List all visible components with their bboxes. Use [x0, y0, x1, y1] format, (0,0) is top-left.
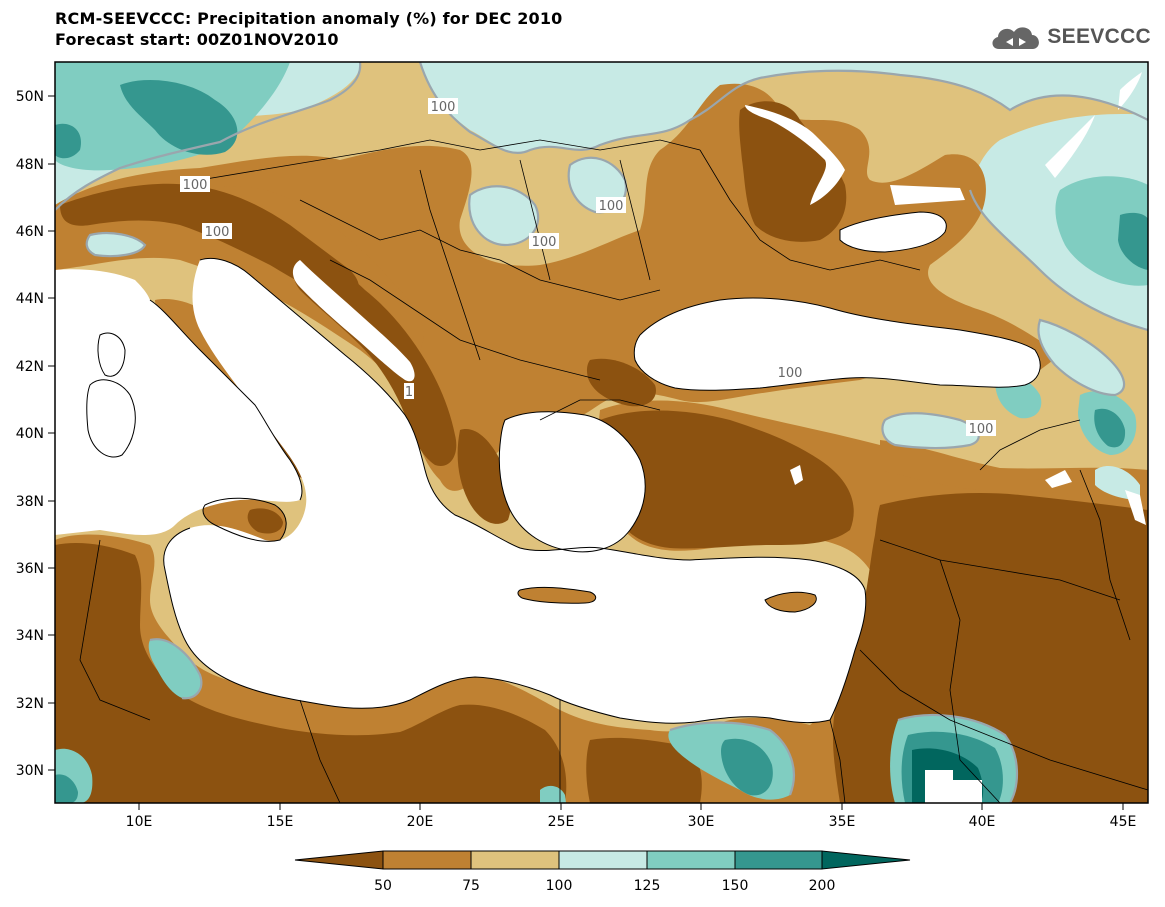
colorbar-label: 150 [722, 878, 749, 894]
field-100-125-po [86, 233, 145, 257]
field-lt50-bulgaria [586, 358, 656, 407]
crete-island [517, 587, 596, 604]
lat-tick-label: 42N [16, 359, 44, 375]
colorbar-label: 200 [809, 878, 836, 894]
no-data-sliver-c [1118, 72, 1142, 110]
field-100-125-pontic [882, 413, 979, 449]
central-eastern-mediterranean-sea [163, 258, 866, 724]
colorbar-label: 125 [634, 878, 661, 894]
lon-tick-label: 25E [548, 814, 575, 830]
lon-tick-label: 30E [688, 814, 715, 830]
lat-tick-label: 32N [16, 696, 44, 712]
lat-tick-label: 34N [16, 628, 44, 644]
cyprus-island [765, 592, 817, 612]
colorbar-segment-150-200 [734, 850, 823, 870]
field-150-200-sw [55, 774, 78, 803]
field-150-200-east [1118, 212, 1148, 270]
field-lt50-sicily [247, 508, 283, 534]
lon-tick-label: 15E [267, 814, 294, 830]
longitude-axis: 10E 15E 20E 25E 30E 35E 40E 45E [126, 803, 1137, 830]
logo-text: SEEVCCC [1047, 25, 1151, 48]
lat-tick-label: 48N [16, 157, 44, 173]
field-150-200-caucasus [1094, 408, 1126, 448]
field-125-150-libya [540, 785, 566, 803]
contour-label: 100 [431, 100, 456, 115]
map-field: 100 100 100 100 100 [55, 62, 1148, 803]
field-lt50-north-africa [55, 543, 567, 803]
field-150-200-nile [721, 738, 773, 796]
field-100-125-georgia [1038, 320, 1125, 395]
field-100-125-carpathian [469, 186, 539, 245]
azov-shore [890, 185, 965, 205]
contour-label: 100 [205, 225, 230, 240]
colorbar-label: 100 [546, 878, 573, 894]
no-data-patch-a [925, 770, 953, 803]
contour-label: 100 [183, 178, 208, 193]
field-150-200-nw [55, 123, 81, 159]
colorbar: 50 75 100 125 150 200 [294, 850, 911, 894]
lat-tick-label: 38N [16, 494, 44, 510]
field-100-125-north [420, 62, 1148, 153]
contour-label: 100 [599, 199, 624, 214]
colorbar-label: 50 [374, 878, 392, 894]
field-50-75-anatolia-east [880, 440, 1148, 503]
field-lt50-ukraine [739, 101, 847, 242]
lon-tick-label: 45E [1110, 814, 1137, 830]
colorbar-segment-lt50 [294, 850, 384, 870]
sea-of-azov [840, 212, 947, 252]
no-data-sliver-f [790, 465, 803, 485]
no-data-patch-b [950, 780, 982, 803]
contour-label-group: 100 100 100 100 100 [180, 98, 996, 437]
colorbar-segment-100-125 [558, 850, 648, 870]
title-block: RCM-SEEVCCC: Precipitation anomaly (%) f… [55, 8, 563, 50]
lon-tick-label: 40E [969, 814, 996, 830]
field-lt50-egypt [586, 737, 702, 803]
colorbar-segment-gt200 [821, 850, 911, 870]
field-125-150-tunisia [148, 639, 202, 699]
country-borders [79, 139, 1148, 803]
contour-label: 100 [532, 235, 557, 250]
field-lt50-anatolia [599, 410, 854, 549]
seevccc-logo: SEEVCCC [989, 21, 1151, 53]
field-lt50-alps [60, 183, 360, 300]
black-sea [634, 297, 1041, 391]
coastlines [86, 211, 1041, 724]
colorbar-segment-125-150 [646, 850, 736, 870]
colorbar-segment-75-100 [470, 850, 560, 870]
lat-tick-label: 30N [16, 763, 44, 779]
chart-title: RCM-SEEVCCC: Precipitation anomaly (%) f… [55, 9, 563, 28]
latitude-axis: 50N 48N 46N 44N 42N 40N 38N 36N 34N 32N [16, 89, 55, 779]
no-data-sliver-e [1125, 490, 1146, 525]
lat-tick-group: 50N 48N 46N 44N 42N 40N 38N 36N 34N 32N [16, 89, 55, 779]
field-lt50-greece [457, 429, 512, 524]
lon-tick-label: 10E [126, 814, 153, 830]
lon-tick-label: 35E [829, 814, 856, 830]
field-125-150-east [1055, 176, 1148, 286]
no-data-sliver-a [745, 105, 845, 205]
cloud-icon [992, 27, 1040, 49]
contour-label: 100 [969, 422, 994, 437]
colorbar-segment-50-75 [382, 850, 472, 870]
no-data-sliver-b [1045, 115, 1095, 178]
lon-tick-label: 20E [407, 814, 434, 830]
lat-tick-label: 40N [16, 426, 44, 442]
contour-label: 100 [778, 366, 803, 381]
lat-tick-label: 50N [16, 89, 44, 105]
aegean-sea [499, 411, 646, 552]
lat-tick-label: 36N [16, 561, 44, 577]
field-150-200-west [120, 80, 238, 155]
no-data-sliver-d [1045, 470, 1072, 488]
forecast-start: Forecast start: 00Z01NOV2010 [55, 30, 339, 49]
contour-label: 1 [405, 385, 413, 400]
lat-tick-label: 46N [16, 224, 44, 240]
adriatic-sea [292, 260, 415, 382]
lat-tick-label: 44N [16, 291, 44, 307]
colorbar-label: 75 [462, 878, 480, 894]
